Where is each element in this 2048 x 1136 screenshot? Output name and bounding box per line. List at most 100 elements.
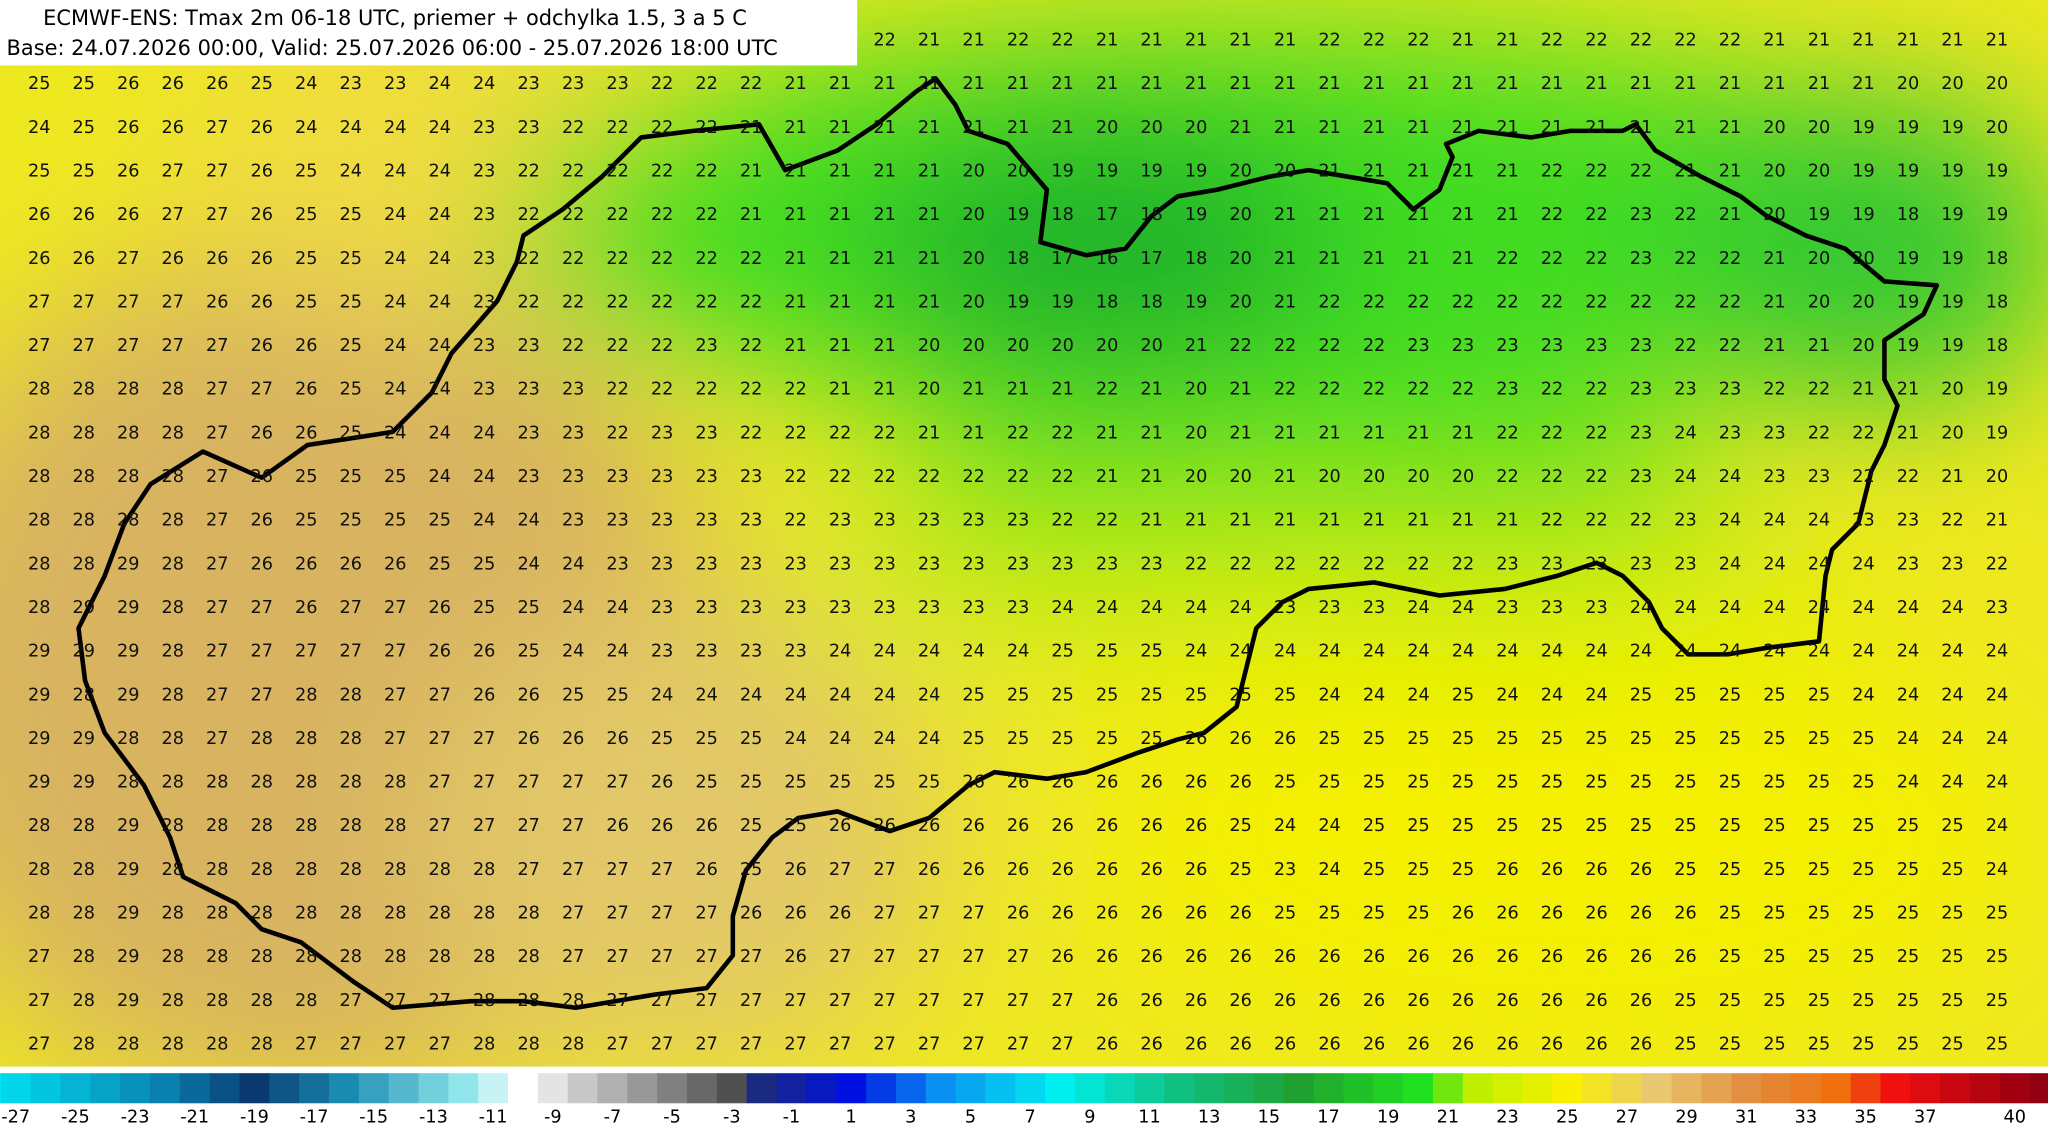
temp-value: 20 [1096,336,1118,356]
temp-value: 20 [962,162,984,182]
temp-value: 19 [1986,162,2008,182]
temp-value: 25 [1763,904,1785,924]
temp-value: 27 [73,336,95,356]
temp-value: 24 [1007,642,1029,662]
colorbar-label: 11 [1138,1108,1160,1128]
temp-value: 27 [606,1034,628,1054]
temp-value: 21 [1274,292,1296,312]
temp-value: 25 [1719,729,1741,749]
colorbar-label: 31 [1735,1108,1757,1128]
temp-value: 23 [562,511,584,531]
temp-value: 21 [740,162,762,182]
temp-value: 27 [384,598,406,618]
temp-value: 22 [873,423,895,443]
temp-value: 23 [1630,336,1652,356]
temp-value: 28 [339,947,361,967]
temp-value: 28 [162,685,184,705]
temp-value: 27 [962,904,984,924]
temp-value: 24 [473,511,495,531]
temp-value: 22 [1541,249,1563,269]
colorbar-swatch [1253,1073,1285,1104]
temp-value: 28 [250,773,272,793]
temp-value: 27 [162,292,184,312]
temp-value: 27 [562,947,584,967]
temp-value: 25 [1808,1034,1830,1054]
temp-value: 22 [1585,31,1607,51]
temp-value: 24 [428,162,450,182]
temp-value: 23 [829,554,851,574]
temp-value: 25 [1808,991,1830,1011]
colorbar-label: 27 [1616,1108,1638,1128]
colorbar-swatch [1194,1073,1225,1104]
temp-value: 23 [740,642,762,662]
temp-value: 21 [1852,31,1874,51]
temp-value: 25 [1051,729,1073,749]
colorbar-swatch [1462,1073,1494,1104]
temp-value: 26 [1541,1034,1563,1054]
temp-value: 26 [295,380,317,400]
temp-value: 27 [962,1034,984,1054]
temp-value: 22 [517,205,539,225]
colorbar-swatch [1045,1073,1076,1104]
temp-value: 25 [1986,991,2008,1011]
temp-value: 26 [1229,991,1251,1011]
temp-value: 19 [1986,380,2008,400]
temp-value: 25 [1808,685,1830,705]
temp-value: 25 [1852,816,1874,836]
temp-value: 24 [1585,685,1607,705]
temp-value: 28 [73,511,95,531]
temp-value: 27 [428,816,450,836]
temp-value: 24 [606,598,628,618]
temp-value: 27 [829,860,851,880]
temp-value: 21 [829,205,851,225]
temp-value: 25 [873,773,895,793]
temp-value: 22 [829,467,851,487]
temp-value: 21 [1496,511,1518,531]
temp-value: 26 [1185,773,1207,793]
temp-value: 25 [1363,816,1385,836]
temp-value: 22 [1541,292,1563,312]
temp-value: 21 [1897,380,1919,400]
temp-value: 28 [250,991,272,1011]
temp-value: 19 [1897,249,1919,269]
colorbar-label: 1 [846,1108,857,1128]
temp-value: 25 [1897,816,1919,836]
temp-value: 20 [1763,205,1785,225]
temp-value: 22 [1363,292,1385,312]
temp-value: 26 [1051,860,1073,880]
temp-value: 24 [28,118,50,138]
temp-value: 22 [784,511,806,531]
temp-value: 28 [162,991,184,1011]
temp-value: 27 [162,162,184,182]
temp-value: 26 [1541,904,1563,924]
temp-value: 24 [384,162,406,182]
temp-value: 24 [428,292,450,312]
temp-value: 21 [829,118,851,138]
temp-value: 27 [428,1034,450,1054]
temp-value: 25 [740,773,762,793]
colorbar-swatch [1611,1073,1643,1104]
temp-value: 20 [1051,336,1073,356]
temp-value: 24 [1941,729,1963,749]
temp-value: 18 [1096,292,1118,312]
temp-value: 22 [1318,554,1340,574]
temp-value: 23 [473,292,495,312]
temp-value: 25 [1140,729,1162,749]
temp-value: 21 [1318,511,1340,531]
temp-value: 26 [250,336,272,356]
temp-value: 29 [117,642,139,662]
temp-value: 28 [206,816,228,836]
temp-value: 28 [295,729,317,749]
colorbar-label: 19 [1377,1108,1399,1128]
temp-value: 22 [740,249,762,269]
temp-value: 27 [428,773,450,793]
temp-value: 24 [1808,511,1830,531]
temp-value: 21 [1496,74,1518,94]
temp-value: 23 [1763,423,1785,443]
temp-value: 28 [73,423,95,443]
temp-value: 21 [873,205,895,225]
temp-value: 25 [1852,860,1874,880]
temp-value: 26 [250,162,272,182]
temp-value: 26 [784,904,806,924]
temp-value: 26 [1051,947,1073,967]
